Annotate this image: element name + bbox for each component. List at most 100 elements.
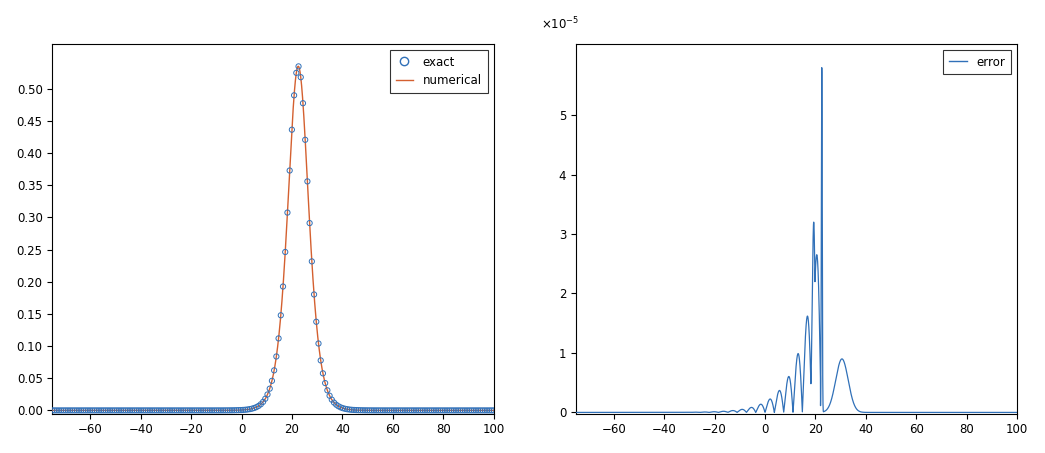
Legend: error: error: [944, 50, 1012, 74]
Point: [142, 407, 159, 414]
Point: [159, 407, 176, 414]
Point: [483, 407, 500, 414]
Point: [99, 407, 116, 414]
Point: [126, 407, 143, 414]
Point: [271, 335, 287, 342]
Point: [95, 407, 112, 414]
Point: [477, 407, 493, 414]
Point: [172, 407, 189, 414]
Point: [117, 407, 134, 414]
Point: [198, 407, 214, 414]
Point: [157, 407, 173, 414]
Point: [443, 407, 460, 414]
Point: [248, 404, 264, 411]
Point: [103, 407, 120, 414]
Point: [308, 318, 325, 325]
Point: [279, 209, 296, 216]
Point: [303, 258, 320, 265]
Point: [135, 407, 152, 414]
Point: [366, 407, 382, 414]
Point: [399, 407, 416, 414]
Point: [64, 407, 80, 414]
Point: [168, 407, 185, 414]
Point: [372, 407, 389, 414]
Point: [410, 407, 426, 414]
Point: [479, 407, 495, 414]
Point: [124, 407, 141, 414]
Point: [89, 407, 106, 414]
Point: [364, 407, 380, 414]
Point: [148, 407, 165, 414]
Point: [312, 357, 329, 364]
Point: [470, 407, 487, 414]
Point: [107, 407, 123, 414]
Point: [91, 407, 108, 414]
Point: [334, 405, 351, 412]
Point: [346, 406, 363, 414]
Point: [44, 407, 61, 414]
Point: [432, 407, 448, 414]
Point: [68, 407, 85, 414]
Point: [301, 219, 318, 226]
Point: [186, 407, 203, 414]
Point: [263, 377, 280, 385]
Point: [381, 407, 398, 414]
Point: [354, 407, 371, 414]
Point: [255, 398, 272, 405]
Point: [435, 407, 451, 414]
Point: [423, 407, 440, 414]
Point: [461, 407, 478, 414]
Point: [467, 407, 484, 414]
Point: [336, 405, 353, 412]
Point: [250, 402, 266, 410]
Point: [180, 407, 196, 414]
Point: [113, 407, 130, 414]
Point: [315, 370, 331, 377]
Point: [153, 407, 169, 414]
Point: [350, 406, 367, 414]
Point: [164, 407, 181, 414]
Point: [463, 407, 480, 414]
Point: [421, 407, 438, 414]
Point: [291, 63, 307, 70]
Point: [452, 407, 469, 414]
Point: [449, 407, 466, 414]
Point: [55, 407, 72, 414]
Point: [439, 407, 456, 414]
Point: [155, 407, 171, 414]
Point: [472, 407, 489, 414]
Point: [368, 407, 385, 414]
Point: [208, 407, 225, 414]
Point: [233, 406, 250, 414]
Point: [190, 407, 207, 414]
Point: [306, 291, 323, 298]
Point: [86, 407, 102, 414]
Point: [403, 407, 420, 414]
Point: [146, 407, 163, 414]
Point: [93, 407, 110, 414]
Point: [379, 407, 396, 414]
Point: [131, 407, 147, 414]
Point: [397, 407, 414, 414]
Point: [253, 400, 270, 408]
Point: [297, 136, 314, 144]
Point: [257, 395, 274, 402]
Point: [121, 407, 138, 414]
Point: [129, 407, 145, 414]
Point: [139, 407, 156, 414]
Point: [53, 407, 70, 414]
Point: [212, 407, 229, 414]
Point: [401, 407, 418, 414]
Point: [215, 407, 232, 414]
Point: [457, 407, 473, 414]
Point: [217, 407, 234, 414]
Point: [75, 407, 92, 414]
Point: [77, 407, 94, 414]
Point: [222, 407, 238, 414]
Point: [188, 407, 205, 414]
Point: [111, 407, 127, 414]
Point: [71, 407, 88, 414]
Point: [235, 406, 252, 414]
Point: [200, 407, 216, 414]
Point: [417, 407, 434, 414]
